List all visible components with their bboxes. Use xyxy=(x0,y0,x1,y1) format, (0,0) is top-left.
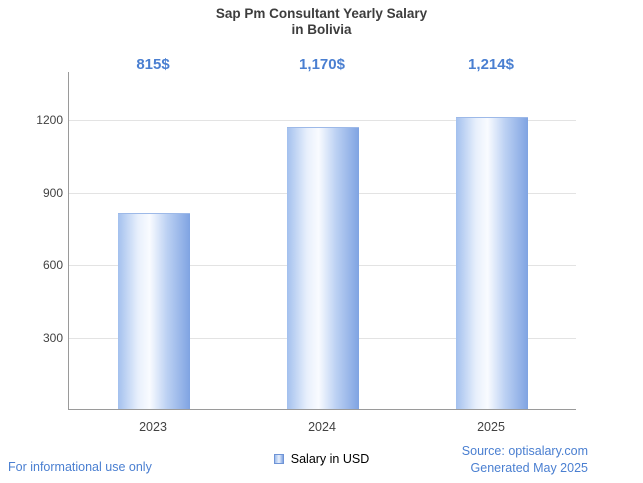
chart-title-line2: in Bolivia xyxy=(291,22,352,37)
source-text: Source: optisalary.com xyxy=(461,444,588,458)
source-attribution: Source: optisalary.com Generated May 202… xyxy=(462,443,588,477)
y-tick-1200: 1200 xyxy=(36,113,63,128)
x-label-2024: 2024 xyxy=(308,420,336,434)
disclaimer-text: For informational use only xyxy=(8,460,152,474)
y-tick-300: 300 xyxy=(42,330,63,345)
chart-title: Sap Pm Consultant Yearly Salary in Boliv… xyxy=(0,6,643,38)
bar-2024 xyxy=(287,127,359,409)
x-label-2023: 2023 xyxy=(139,420,167,434)
legend-swatch-icon xyxy=(273,454,284,464)
chart-legend: Salary in USD xyxy=(0,452,643,466)
y-tick-900: 900 xyxy=(42,185,63,200)
legend-label: Salary in USD xyxy=(290,452,370,466)
bar-2025 xyxy=(456,116,528,409)
bar-value-label-2023: 815$ xyxy=(136,56,170,73)
bar-value-label-2024: 1,170$ xyxy=(299,56,345,73)
bar-value-label-2025: 1,214$ xyxy=(468,56,514,73)
chart-title-line1: Sap Pm Consultant Yearly Salary xyxy=(215,6,428,21)
bar-2023 xyxy=(118,212,190,409)
y-tick-600: 600 xyxy=(42,258,63,273)
plot-area: 300 600 900 1200 xyxy=(36,72,576,410)
gridline-1200 xyxy=(69,120,576,122)
x-label-2025: 2025 xyxy=(477,420,505,434)
generated-text: Generated May 2025 xyxy=(470,461,588,475)
